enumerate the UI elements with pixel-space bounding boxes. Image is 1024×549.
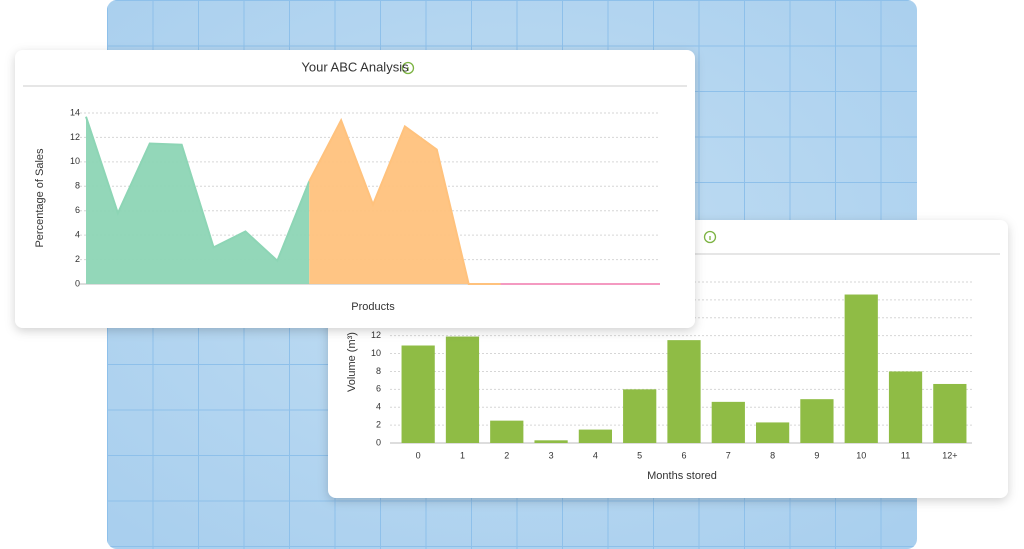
y-axis-label: Volume (m³) (346, 332, 358, 392)
y-tick-label: 8 (75, 181, 80, 191)
x-tick-label: 1 (460, 450, 465, 460)
y-tick-label: 0 (376, 437, 381, 447)
y-tick-label: 14 (70, 107, 80, 117)
x-tick-label: 0 (416, 450, 421, 460)
x-tick-label: 9 (814, 450, 819, 460)
card: Your ABC Analysis 0 2 4 6 8 10 12 14 Percentage o… (15, 50, 695, 328)
chart-title: Your ABC Analysis (301, 59, 409, 74)
bar (445, 336, 480, 443)
bar (933, 383, 967, 443)
bar (888, 371, 923, 443)
y-tick-label: 4 (376, 402, 381, 412)
area (86, 116, 310, 285)
x-tick-label: 3 (549, 450, 554, 460)
bar (667, 340, 701, 443)
x-tick-label: 12+ (942, 450, 957, 460)
bar (578, 429, 612, 443)
y-tick-label: 6 (75, 205, 80, 215)
x-tick-label: 10 (856, 450, 866, 460)
x-tick-label: 4 (593, 450, 598, 460)
y-tick-label: 0 (75, 278, 80, 288)
info-icon[interactable] (703, 230, 717, 244)
x-tick-label: 7 (726, 450, 731, 460)
area (309, 120, 501, 284)
bar (711, 401, 745, 443)
y-tick-label: 2 (75, 254, 80, 264)
y-tick-label: 10 (371, 348, 381, 358)
area-line (85, 116, 311, 263)
x-tick-label: 5 (637, 450, 642, 460)
y-tick-label: 4 (75, 230, 80, 240)
y-tick-label: 2 (376, 419, 381, 429)
y-tick-label: 8 (376, 366, 381, 376)
y-tick-label: 12 (371, 330, 381, 340)
bar (623, 389, 657, 443)
info-icon[interactable] (401, 61, 415, 75)
x-tick-label: 11 (901, 450, 910, 460)
x-tick-label: 2 (504, 450, 509, 460)
y-tick-label: 12 (70, 132, 80, 142)
y-tick-label: 6 (376, 384, 381, 394)
x-tick-label: 6 (681, 450, 686, 460)
bar (844, 294, 878, 443)
bar (756, 422, 790, 443)
bar (800, 399, 834, 443)
x-axis-label: Products (351, 301, 395, 313)
y-axis-label: Percentage of Sales (34, 148, 46, 248)
area-line (308, 117, 501, 285)
bar (401, 345, 435, 443)
x-axis-label: Months stored (647, 470, 717, 482)
bar (534, 440, 568, 443)
x-tick-label: 8 (770, 450, 775, 460)
bar (490, 420, 524, 443)
y-tick-label: 10 (70, 156, 80, 166)
